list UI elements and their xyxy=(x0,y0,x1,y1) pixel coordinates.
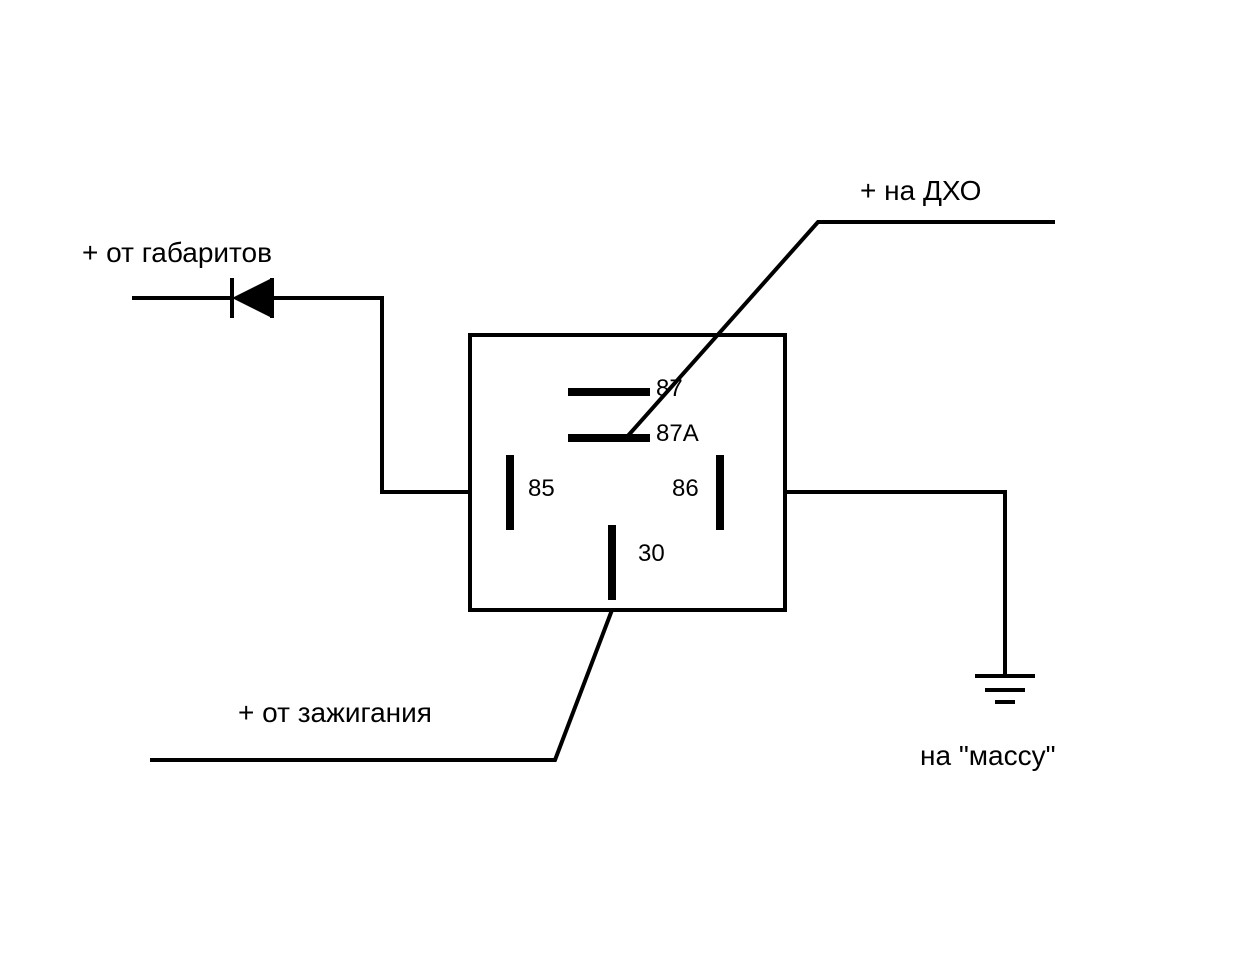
label-from-ignition: + от зажигания xyxy=(238,697,432,729)
label-pin-86: 86 xyxy=(672,475,699,503)
label-pin-30: 30 xyxy=(638,540,665,568)
label-to-ground: на "массу" xyxy=(920,740,1056,772)
wire-diode-to-85 xyxy=(272,298,470,492)
wire-from-ignition xyxy=(150,610,612,760)
label-pin-85: 85 xyxy=(528,475,555,503)
ground-icon xyxy=(975,676,1035,702)
relay-box xyxy=(470,335,785,610)
circuit-diagram xyxy=(0,0,1242,966)
wire-to-ground xyxy=(785,492,1005,675)
label-pin-87: 87 xyxy=(656,375,683,403)
diode-icon xyxy=(232,278,272,318)
label-to-drl: + на ДХО xyxy=(860,175,981,207)
label-pin-87a: 87A xyxy=(656,420,699,448)
label-from-parking-lights: + от габаритов xyxy=(82,237,272,269)
wire-to-drl xyxy=(626,222,1055,438)
